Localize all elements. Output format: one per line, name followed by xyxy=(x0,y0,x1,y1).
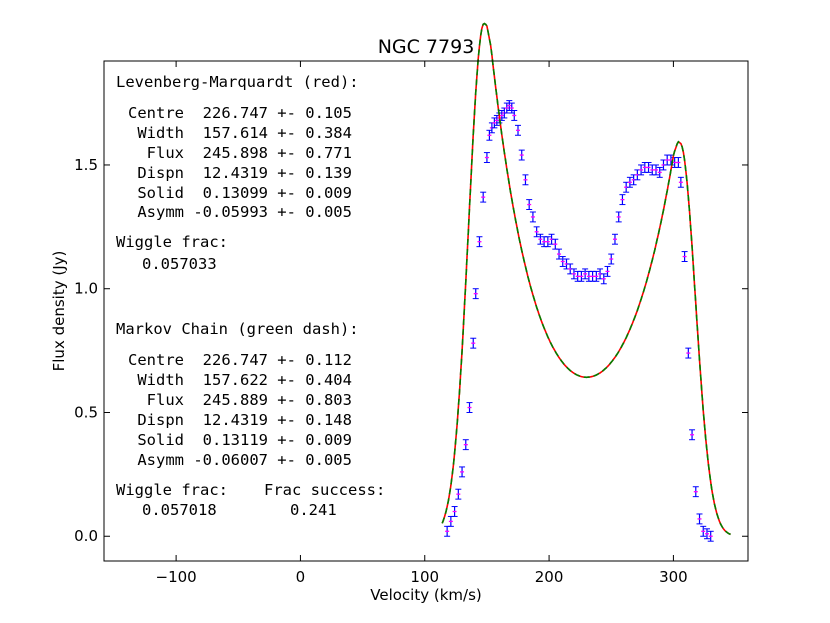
frac-success-label: Frac success: xyxy=(264,481,385,499)
data-point xyxy=(529,211,536,223)
data-point xyxy=(681,251,688,262)
data-point xyxy=(515,124,521,136)
mc-row: Solid 0.13119 +- 0.009 xyxy=(128,431,352,449)
plot-area xyxy=(441,22,731,542)
data-point xyxy=(533,226,540,238)
data-point xyxy=(703,528,710,540)
data-point xyxy=(470,337,477,349)
fit-results-annotation: Levenberg-Marquardt (red): Centre 226.74… xyxy=(116,73,385,519)
axis-ticks: −100 0 100 200 300 0.0 0.5 1.0 1.5 xyxy=(74,61,748,586)
mc-row: Centre 226.747 +- 0.112 xyxy=(128,351,352,369)
mc-header: Markov Chain (green dash): xyxy=(116,320,359,338)
data-point xyxy=(653,164,659,176)
data-point xyxy=(638,164,645,176)
data-point xyxy=(685,347,692,359)
lm-wiggle-value: 0.057033 xyxy=(142,255,217,273)
x-axis-label: Velocity (km/s) xyxy=(370,586,481,604)
data-point xyxy=(522,174,529,186)
data-point xyxy=(608,253,615,265)
data-point xyxy=(491,117,498,129)
data-point xyxy=(692,486,699,498)
mc-wiggle-label: Wiggle frac: xyxy=(116,481,228,499)
data-point xyxy=(526,199,533,211)
data-point xyxy=(559,256,566,267)
data-point xyxy=(675,157,682,168)
lm-header: Levenberg-Marquardt (red): xyxy=(116,73,359,91)
data-point xyxy=(511,110,518,121)
data-point xyxy=(700,525,707,537)
data-point xyxy=(483,152,490,163)
mc-row: Flux 245.889 +- 0.803 xyxy=(128,391,352,409)
lm-row: Asymm -0.05993 +- 0.005 xyxy=(128,203,352,221)
data-point xyxy=(626,176,633,188)
data-point xyxy=(656,166,663,178)
x-tick-label: 300 xyxy=(659,568,688,586)
data-point xyxy=(462,439,469,451)
plot-frame xyxy=(103,60,749,562)
data-point xyxy=(541,236,548,248)
data-point xyxy=(451,506,458,517)
lm-row: Dispn 12.4319 +- 0.139 xyxy=(128,164,352,182)
lm-row: Width 157.614 +- 0.384 xyxy=(128,124,352,142)
data-point xyxy=(480,191,487,203)
data-point xyxy=(578,270,585,282)
data-point xyxy=(707,530,714,542)
data-point xyxy=(645,161,652,173)
data-point xyxy=(641,161,648,173)
x-tick-label: 200 xyxy=(535,568,564,586)
data-point xyxy=(677,176,684,188)
data-point xyxy=(604,265,611,277)
data-point xyxy=(544,236,551,248)
y-tick-label: 0.0 xyxy=(74,527,98,545)
chart-title: NGC 7793 xyxy=(378,36,475,58)
y-tick-label: 1.0 xyxy=(74,280,98,298)
data-point xyxy=(537,233,544,245)
x-tick-label: 100 xyxy=(410,568,439,586)
data-point xyxy=(466,402,473,413)
lm-wiggle-label: Wiggle frac: xyxy=(116,233,228,251)
x-tick-label: 0 xyxy=(296,568,306,586)
data-point xyxy=(570,268,577,280)
data-point xyxy=(459,466,466,478)
y-tick-label: 1.5 xyxy=(74,156,98,174)
data-point xyxy=(556,248,563,260)
frac-success-value: 0.241 xyxy=(290,501,337,519)
mc-fit-line xyxy=(441,22,731,536)
mc-row: Dispn 12.4319 +- 0.148 xyxy=(128,411,352,429)
data-point xyxy=(593,270,600,282)
data-point xyxy=(518,149,525,161)
data-point xyxy=(472,288,479,300)
data-point xyxy=(611,233,618,245)
lm-row: Solid 0.13099 +- 0.009 xyxy=(128,184,352,202)
data-point xyxy=(619,194,626,206)
mc-wiggle-value: 0.057018 xyxy=(142,501,217,519)
data-point xyxy=(615,211,622,223)
data-point xyxy=(689,429,696,441)
lm-row: Centre 226.747 +- 0.105 xyxy=(128,104,352,122)
y-tick-label: 0.5 xyxy=(74,403,98,421)
lm-row: Flux 245.898 +- 0.771 xyxy=(128,144,352,162)
data-point xyxy=(600,273,607,285)
data-point xyxy=(582,268,589,280)
x-tick-label: −100 xyxy=(156,568,197,586)
data-point xyxy=(476,236,483,248)
mc-row: Width 157.622 +- 0.404 xyxy=(128,371,352,389)
data-point xyxy=(696,513,703,525)
mc-row: Asymm -0.06007 +- 0.005 xyxy=(128,451,352,469)
y-axis-label: Flux density (Jy) xyxy=(50,251,68,372)
data-point xyxy=(455,488,462,500)
data-point xyxy=(486,129,493,141)
